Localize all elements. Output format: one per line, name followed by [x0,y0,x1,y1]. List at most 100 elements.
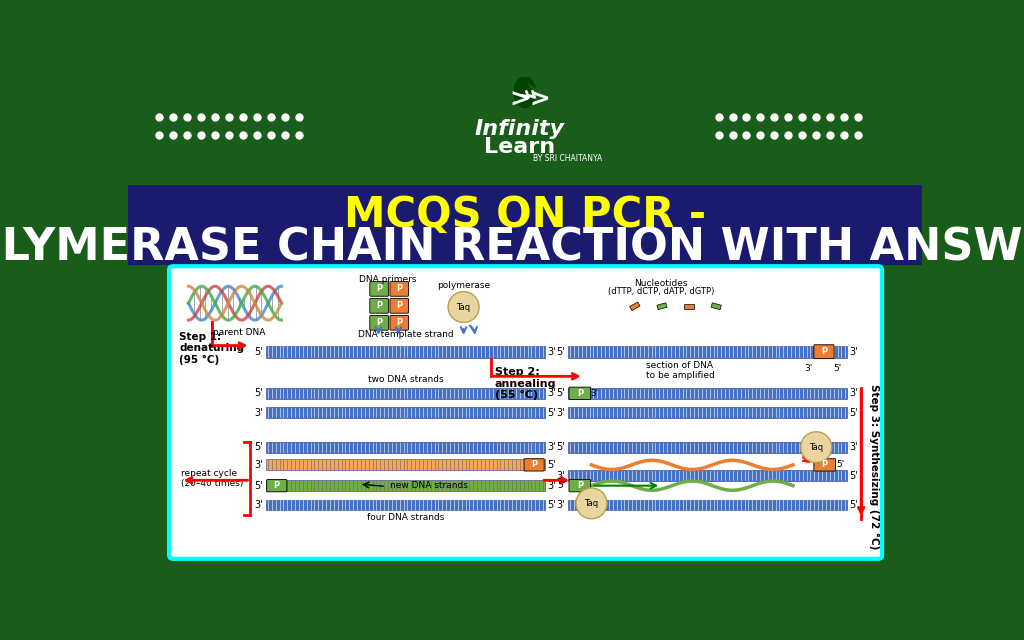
FancyBboxPatch shape [390,298,409,313]
Text: 5': 5' [557,481,565,490]
Text: Taq: Taq [457,303,471,312]
Text: 5': 5' [556,388,565,398]
Text: four DNA strands: four DNA strands [367,513,444,522]
Text: P: P [376,301,382,310]
Text: P: P [821,460,827,469]
Text: P: P [376,318,382,327]
Text: 5': 5' [547,408,556,417]
Text: DNA primers: DNA primers [358,275,417,284]
Text: BY SRI CHAITANYA: BY SRI CHAITANYA [532,154,602,163]
Bar [128,77,922,184]
Text: 3': 3' [850,347,858,356]
Text: P: P [376,284,382,293]
Text: Step 1:
denaturing
(95 °C): Step 1: denaturing (95 °C) [179,332,245,365]
Text: P: P [396,284,402,293]
FancyBboxPatch shape [814,345,834,358]
Text: (dTTP, dCTP, dATP, dGTP): (dTTP, dCTP, dATP, dGTP) [608,287,715,296]
Text: 3': 3' [254,500,263,510]
Text: 5': 5' [254,481,263,491]
Polygon shape [656,303,667,310]
Text: 3': 3' [556,408,565,417]
Text: parent DNA: parent DNA [213,328,265,337]
Text: 5': 5' [547,460,556,470]
Bar [568,407,847,418]
Text: 3': 3' [556,470,565,481]
Circle shape [575,488,607,519]
Bar [266,388,545,399]
Text: 5': 5' [837,460,845,469]
Text: 3': 3' [547,442,556,452]
FancyBboxPatch shape [524,459,544,471]
Text: 3': 3' [547,347,556,356]
Text: Learn: Learn [483,137,555,157]
Text: 5': 5' [547,500,556,510]
Text: P: P [273,481,280,490]
Bar [266,500,545,510]
Text: 5': 5' [850,408,858,417]
Text: 5': 5' [254,442,263,452]
Text: P: P [396,301,402,310]
Text: Infinity: Infinity [474,119,564,139]
Polygon shape [711,303,721,310]
Bar [266,407,545,418]
Polygon shape [684,304,693,308]
Text: Taq: Taq [809,443,823,452]
Polygon shape [514,77,536,108]
Text: 5': 5' [834,364,842,373]
Text: P: P [577,481,583,490]
Text: 5': 5' [850,500,858,510]
Text: 5': 5' [556,442,565,452]
Bar [266,480,545,491]
Circle shape [801,432,831,463]
Text: Nucleotides: Nucleotides [635,279,688,288]
FancyBboxPatch shape [390,316,409,330]
Bar [266,442,545,452]
Bar [568,388,847,399]
FancyBboxPatch shape [370,316,388,330]
Bar [128,184,922,266]
Bar [568,470,847,481]
Text: 5': 5' [254,388,263,398]
Text: P: P [396,318,402,327]
Text: Step 3: Synthesizing (72 °C): Step 3: Synthesizing (72 °C) [868,384,879,549]
FancyBboxPatch shape [569,387,591,399]
Polygon shape [630,302,640,310]
FancyBboxPatch shape [569,479,591,492]
FancyBboxPatch shape [370,298,388,313]
Text: >>: >> [509,88,551,112]
Bar [568,346,847,358]
Text: two DNA strands: two DNA strands [368,375,443,384]
Bar [266,346,545,358]
Text: POLYMERASE CHAIN REACTION WITH ANSWERS: POLYMERASE CHAIN REACTION WITH ANSWERS [0,227,1024,270]
Bar [568,500,847,510]
Text: new DNA strands: new DNA strands [390,481,468,490]
Text: P: P [577,388,583,398]
FancyBboxPatch shape [169,266,882,559]
Bar [266,460,545,470]
Text: Step 2:
annealing
(55 °C): Step 2: annealing (55 °C) [495,367,556,401]
Text: MCQS ON PCR -: MCQS ON PCR - [344,194,706,236]
Text: P: P [821,347,827,356]
Bar [568,442,847,452]
Text: repeat cycle
(20–40 times): repeat cycle (20–40 times) [180,468,243,488]
Text: DNA template strand: DNA template strand [357,330,454,339]
Text: 3': 3' [547,481,556,491]
Text: 3': 3' [804,364,812,373]
Text: 5': 5' [254,347,263,356]
Text: 3': 3' [547,388,556,398]
Text: section of DNA
to be amplified: section of DNA to be amplified [646,361,715,380]
Text: polymerase: polymerase [437,281,490,290]
Text: P: P [531,460,538,469]
FancyBboxPatch shape [390,282,409,296]
Text: 5': 5' [556,347,565,356]
Text: Taq: Taq [585,499,598,508]
Text: 3': 3' [254,408,263,417]
Text: 3': 3' [850,388,858,398]
Text: 3': 3' [556,500,565,510]
Circle shape [449,292,479,323]
Text: 3': 3' [254,460,263,470]
Text: 3': 3' [590,388,598,398]
FancyBboxPatch shape [370,282,388,296]
FancyBboxPatch shape [266,479,287,492]
Text: 3': 3' [850,442,858,452]
